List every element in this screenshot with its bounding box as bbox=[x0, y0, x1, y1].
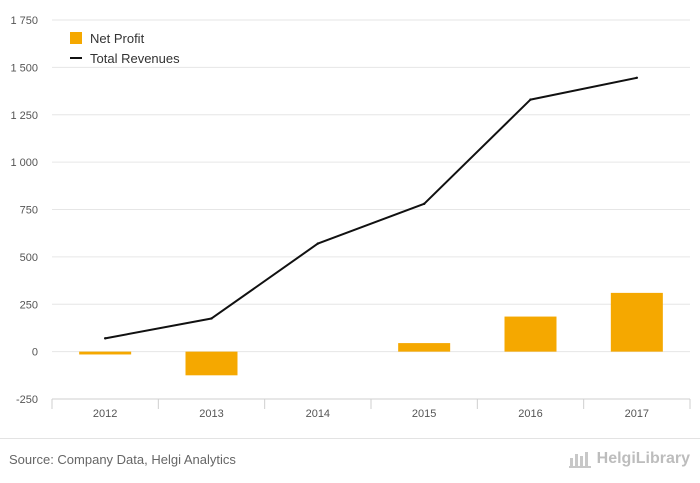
x-tick-label: 2016 bbox=[518, 408, 542, 420]
x-axis: 2012 2013 2014 2015 2016 2017 bbox=[51, 398, 691, 420]
total-revenues-point[interactable] bbox=[422, 202, 426, 206]
y-tick-label: 500 bbox=[20, 252, 38, 264]
net-profit-bar[interactable] bbox=[79, 351, 132, 355]
x-tick-label: 2013 bbox=[199, 408, 223, 420]
x-tick-label: 2012 bbox=[93, 408, 117, 420]
y-tick-label: 1 000 bbox=[10, 157, 38, 169]
y-tick-label: 750 bbox=[20, 205, 38, 217]
brand-logo[interactable]: HelgiLibrary bbox=[568, 450, 690, 468]
total-revenues-point[interactable] bbox=[529, 98, 532, 101]
legend-label-net-profit: Net Profit bbox=[90, 30, 145, 46]
y-tick-label: 1 250 bbox=[10, 110, 38, 122]
y-tick-label: 250 bbox=[20, 299, 38, 311]
y-tick-label: 0 bbox=[32, 347, 38, 359]
source-text: Source: Company Data, Helgi Analytics bbox=[9, 452, 236, 467]
total-revenues-swatch bbox=[70, 57, 82, 59]
helgi-logo-icon bbox=[568, 452, 591, 468]
footer: Source: Company Data, Helgi Analytics He… bbox=[0, 438, 700, 483]
x-tick-label: 2015 bbox=[412, 408, 436, 420]
net-profit-bar[interactable] bbox=[504, 316, 557, 352]
legend-item-total-revenues[interactable]: Total Revenues bbox=[70, 48, 180, 68]
total-revenues-line bbox=[103, 76, 639, 340]
total-revenues-point[interactable] bbox=[103, 337, 107, 340]
brand-name: HelgiLibrary bbox=[596, 450, 690, 467]
net-profit-bars bbox=[79, 292, 663, 376]
x-tick-label: 2017 bbox=[625, 408, 649, 420]
net-profit-bar[interactable] bbox=[610, 292, 663, 352]
net-profit-swatch bbox=[70, 32, 82, 44]
y-tick-label: -250 bbox=[16, 394, 38, 406]
net-profit-bar[interactable] bbox=[185, 351, 238, 376]
legend: Net Profit Total Revenues bbox=[70, 28, 180, 68]
legend-item-net-profit[interactable]: Net Profit bbox=[70, 28, 180, 48]
total-revenues-point[interactable] bbox=[635, 76, 639, 79]
legend-label-total-revenues: Total Revenues bbox=[90, 50, 180, 66]
total-revenues-series-line[interactable] bbox=[104, 76, 638, 340]
grid-lines bbox=[52, 19, 690, 400]
x-tick-label: 2014 bbox=[306, 408, 330, 420]
y-axis: -250 0 250 500 750 1 000 1 250 1 500 1 750 bbox=[10, 15, 38, 406]
total-revenues-point[interactable] bbox=[316, 242, 320, 245]
net-profit-bar[interactable] bbox=[398, 343, 451, 352]
y-tick-label: 1 500 bbox=[10, 62, 38, 74]
y-tick-label: 1 750 bbox=[10, 15, 38, 27]
total-revenues-point[interactable] bbox=[210, 317, 213, 320]
